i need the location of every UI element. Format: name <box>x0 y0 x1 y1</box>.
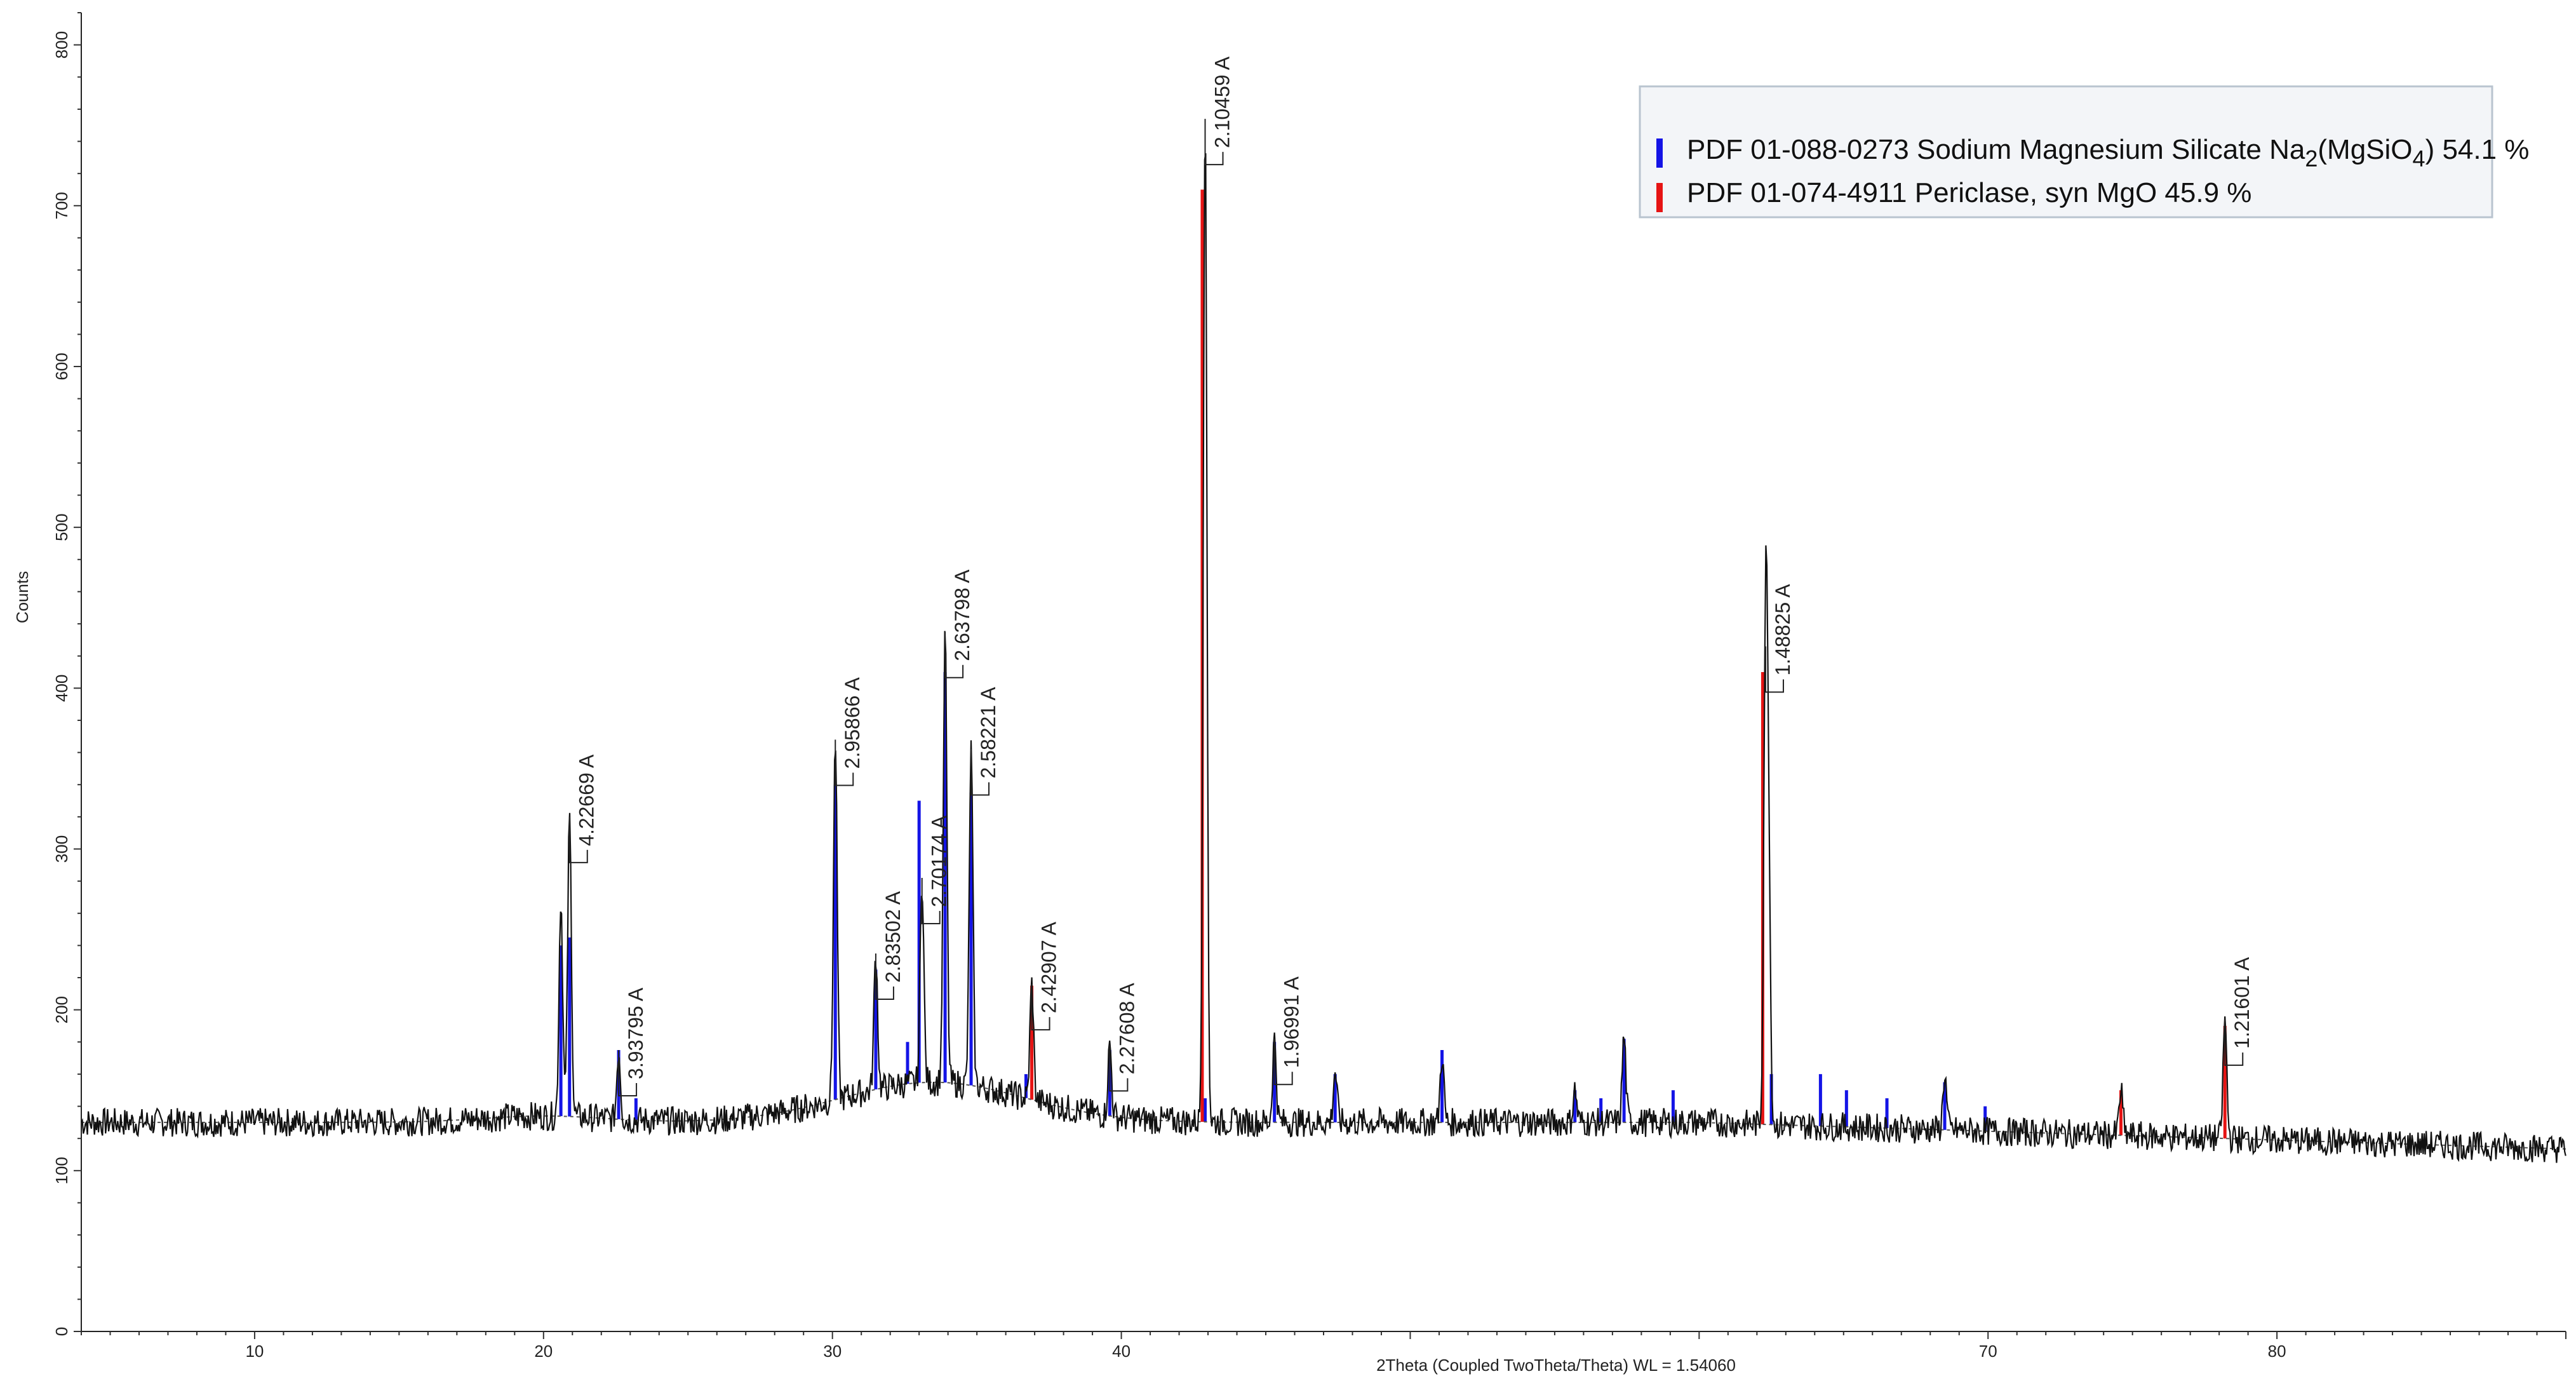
legend-swatch-periclase <box>1656 183 1663 212</box>
peak-label-connector <box>921 878 941 925</box>
peak-label-connector <box>835 739 854 786</box>
legend-swatch-silicate <box>1656 138 1663 168</box>
peak-label-connector <box>944 631 964 678</box>
y-axis-title: Counts <box>13 571 32 623</box>
peak-label: 2.70174 A <box>928 815 951 907</box>
peak-label-connector <box>1204 119 1224 166</box>
x-tick-label: 10 <box>245 1342 264 1361</box>
x-tick-label: 40 <box>1112 1342 1130 1361</box>
peak-label-connector <box>618 1049 638 1096</box>
peak-label: 2.58221 A <box>977 687 1000 779</box>
peak-label: 2.95866 A <box>841 677 864 769</box>
legend: PDF 01-088-0273 Sodium Magnesium Silicat… <box>1639 85 2529 219</box>
x-tick-label: 80 <box>2268 1342 2286 1361</box>
reference-sticks <box>559 189 2227 1139</box>
y-tick-label: 300 <box>52 835 71 863</box>
y-tick-label: 500 <box>52 513 71 541</box>
peak-label: 4.22669 A <box>575 754 598 846</box>
peak-label-connector <box>875 953 894 1000</box>
peak-label: 2.63798 A <box>951 569 974 661</box>
peak-label: 2.42907 A <box>1038 921 1061 1013</box>
y-tick-label: 700 <box>52 192 71 219</box>
peak-label-connector <box>1031 984 1050 1031</box>
peak-labels: 4.22669 A 3.93795 A 2.95866 A 2.83502 A 2.70… <box>568 56 2253 1096</box>
y-axis: 0 100 200 300 400 500 600 700 800 <box>52 12 82 1336</box>
y-tick-label: 100 <box>52 1157 71 1184</box>
peak-label: 1.21601 A <box>2231 957 2253 1049</box>
peak-label-connector <box>1109 1045 1129 1092</box>
peak-label: 2.27608 A <box>1115 983 1138 1075</box>
peak-label: 3.93795 A <box>624 987 647 1079</box>
legend-label-periclase: PDF 01-074-4911 Periclase, syn MgO 45.9 … <box>1687 177 2251 208</box>
measured-pattern-line <box>81 153 2566 1163</box>
x-tick-label: 20 <box>534 1342 553 1361</box>
legend-box <box>1639 85 2493 219</box>
y-tick-label: 600 <box>52 353 71 380</box>
peak-label: 1.48825 A <box>1771 584 1794 676</box>
peak-label-connector <box>1273 1039 1293 1086</box>
y-tick-label: 800 <box>52 31 71 58</box>
legend-label-silicate: PDF 01-088-0273 Sodium Magnesium Silicat… <box>1687 134 2529 172</box>
peak-label-connector <box>568 816 588 863</box>
peak-label: 1.96991 A <box>1280 976 1303 1068</box>
x-tick-label: 70 <box>1979 1342 1997 1361</box>
peak-label: 2.83502 A <box>882 891 904 983</box>
y-tick-label: 200 <box>52 996 71 1023</box>
peak-label-connector <box>1764 646 1784 693</box>
x-tick-label: 30 <box>823 1342 842 1361</box>
y-tick-label: 400 <box>52 675 71 702</box>
x-axis: 10 20 30 40 70 80 <box>81 1331 2566 1361</box>
peak-label-connector <box>970 749 990 796</box>
peak-label: 2.10459 A <box>1211 56 1233 148</box>
peak-label-connector <box>2224 1019 2244 1066</box>
y-tick-label: 0 <box>52 1327 71 1336</box>
x-axis-title: 2Theta (Coupled TwoTheta/Theta) WL = 1.5… <box>1376 1356 1736 1375</box>
